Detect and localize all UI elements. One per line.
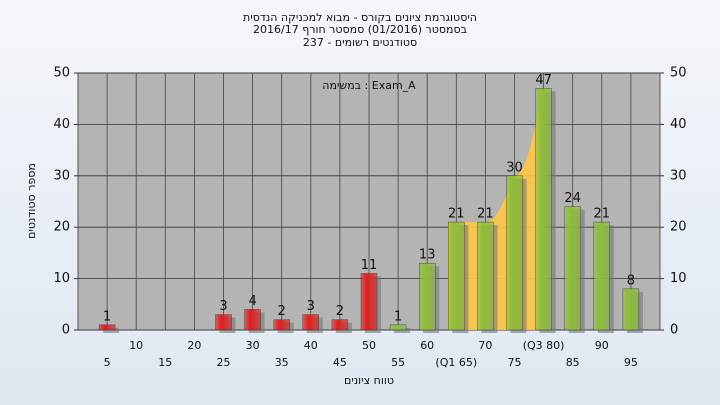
x-tick-label: 10 [129, 339, 143, 352]
y-tick-label: 50 [53, 66, 70, 81]
x-tick-label: 30 [246, 339, 260, 352]
y2-tick-label: 10 [670, 271, 687, 286]
data-label: 21 [594, 207, 611, 222]
data-label: 30 [506, 160, 523, 175]
y2-tick-label: 20 [670, 220, 687, 235]
x-tick-label: 35 [275, 356, 289, 369]
data-label: 21 [448, 207, 465, 222]
title-line: בסמסטר (01/2016) סמסטר חורף 2016/17 [253, 23, 467, 36]
x-tick-label: 75 [508, 356, 522, 369]
x-tick-label: 85 [566, 356, 580, 369]
data-label: 3 [307, 299, 315, 314]
data-label: 13 [419, 248, 436, 263]
bar [360, 273, 378, 331]
data-label: 1 [103, 309, 111, 324]
x-tick-label: (Q3 80) [523, 339, 565, 352]
y-tick-label: 10 [53, 271, 70, 286]
y-tick-label: 0 [62, 323, 70, 338]
x-tick-label: 5 [104, 356, 111, 369]
data-label: 11 [361, 258, 378, 273]
x-tick-label: 60 [420, 339, 434, 352]
y-axis-label: מספר סטודנטים [25, 163, 38, 239]
x-tick-label: 15 [158, 356, 172, 369]
x-tick-label: 45 [333, 356, 347, 369]
bar [419, 262, 436, 331]
y2-tick-label: 40 [670, 117, 687, 132]
x-tick-label: 55 [391, 356, 405, 369]
x-tick-label: 25 [217, 356, 231, 369]
data-label: 21 [477, 207, 494, 222]
data-label: 8 [627, 273, 635, 288]
bar [535, 88, 552, 331]
bar [302, 314, 319, 331]
y2-tick-label: 0 [670, 323, 678, 338]
bar [389, 324, 407, 331]
bar [622, 288, 640, 331]
data-label: 2 [336, 304, 344, 319]
x-tick-label: 40 [304, 339, 318, 352]
bar [244, 309, 261, 331]
x-tick-label: 90 [595, 339, 609, 352]
bar [477, 221, 494, 331]
data-label: 3 [219, 299, 227, 314]
bar-shadow [394, 327, 411, 333]
bar [564, 206, 581, 331]
y2-tick-label: 30 [670, 168, 687, 183]
data-label: 24 [564, 191, 581, 206]
data-label: 1 [394, 309, 402, 324]
x-axis-label: טווח ציונים [344, 374, 394, 387]
y-tick-label: 30 [53, 168, 70, 183]
x-tick-label: (Q1 65) [435, 356, 477, 369]
x-tick-label: 95 [624, 356, 638, 369]
data-label: 2 [278, 304, 286, 319]
y2-tick-label: 50 [670, 66, 687, 81]
bar [506, 175, 523, 331]
x-tick-label: 70 [478, 339, 492, 352]
bar [98, 324, 116, 331]
bar [273, 319, 290, 331]
title-line: היסטוגרמת ציונים בקורס - מבוא למכניקה הנ… [243, 11, 477, 24]
title-line: סטודנטים רשומים - 237 [303, 36, 417, 49]
bar [215, 314, 232, 331]
data-label: 47 [535, 73, 552, 88]
x-tick-label: 20 [187, 339, 201, 352]
y-tick-label: 20 [53, 220, 70, 235]
bar-shadow [103, 327, 120, 333]
bar [593, 221, 610, 331]
data-label: 4 [248, 294, 256, 309]
bar [331, 319, 349, 331]
bar [448, 221, 465, 331]
x-tick-label: 50 [362, 339, 376, 352]
y-tick-label: 40 [53, 117, 70, 132]
